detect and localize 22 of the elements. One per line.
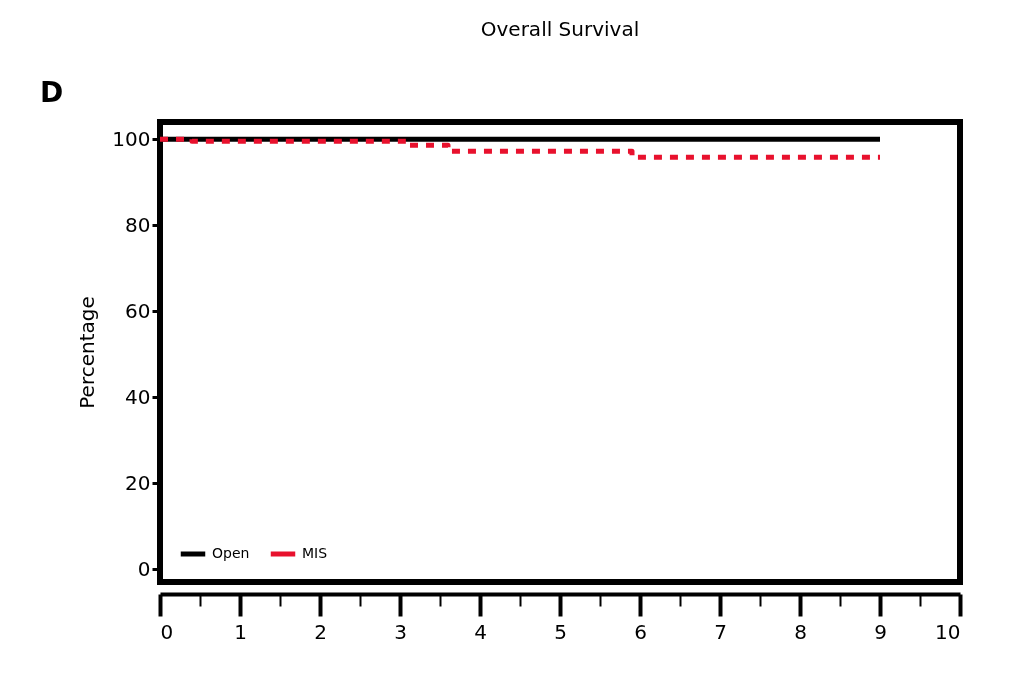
x-tick-label: 4 bbox=[474, 619, 487, 644]
x-tick-label: 2 bbox=[314, 619, 327, 644]
text: D bbox=[40, 76, 64, 109]
y-tick-label: 40 bbox=[125, 384, 151, 409]
x-tick-label: 1 bbox=[234, 619, 247, 644]
y-tick-label: 80 bbox=[125, 212, 151, 237]
x-tick-label: 8 bbox=[794, 619, 807, 644]
y-tick-label: 60 bbox=[125, 298, 151, 323]
x-tick-label: 3 bbox=[394, 619, 407, 644]
legend-label: Open bbox=[212, 545, 250, 561]
x-tick-label: 5 bbox=[554, 619, 567, 644]
x-tick-label: 7 bbox=[714, 619, 727, 644]
y-tick-label: 100 bbox=[112, 126, 151, 151]
x-tick-label: 10 bbox=[935, 619, 961, 644]
y-tick-label: 0 bbox=[137, 556, 151, 581]
legend-label: MIS bbox=[302, 545, 328, 561]
y-axis-title: Percentage bbox=[75, 296, 100, 409]
x-tick-label: 6 bbox=[634, 619, 647, 644]
x-tick-label: 9 bbox=[874, 619, 887, 644]
chart-title: Overall Survival bbox=[480, 17, 640, 41]
y-tick-label: 20 bbox=[125, 470, 151, 495]
x-tick-label: 0 bbox=[160, 619, 174, 644]
